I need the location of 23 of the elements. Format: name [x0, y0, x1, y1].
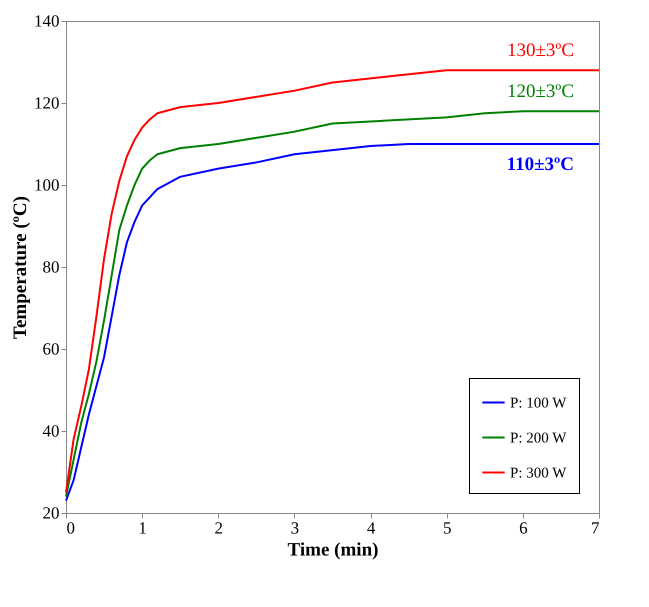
x-tick-label: 0: [66, 518, 75, 538]
x-tick-label: 3: [290, 518, 300, 538]
y-tick-label: 40: [42, 422, 60, 440]
x-tick-label: 2: [214, 518, 224, 538]
y-tick-label: 140: [34, 12, 60, 30]
y-tick-label: 120: [34, 94, 60, 112]
x-tick-label: 7: [591, 518, 600, 538]
annotation: 130±3ºC: [507, 40, 574, 62]
x-tick-label: 4: [366, 518, 376, 538]
legend-label: P: 100 W: [510, 396, 568, 412]
annotation: 120±3ºC: [507, 81, 574, 102]
y-tick-label: 100: [34, 176, 60, 194]
legend-label: P: 300 W: [510, 466, 568, 482]
y-tick-label: 20: [42, 504, 60, 522]
x-tick-label: 6: [519, 518, 528, 538]
y-tick-label: 60: [42, 340, 60, 358]
annotation: 110±3ºC: [506, 154, 574, 175]
y-tick-label: 80: [42, 258, 60, 276]
x-tick-label: 1: [138, 518, 147, 538]
x-axis-title: Time (min): [288, 540, 378, 560]
x-tick-label: 5: [442, 518, 452, 538]
legend-label: P: 200 W: [510, 430, 568, 446]
y-axis-title: Temperature (ºC): [10, 196, 31, 339]
